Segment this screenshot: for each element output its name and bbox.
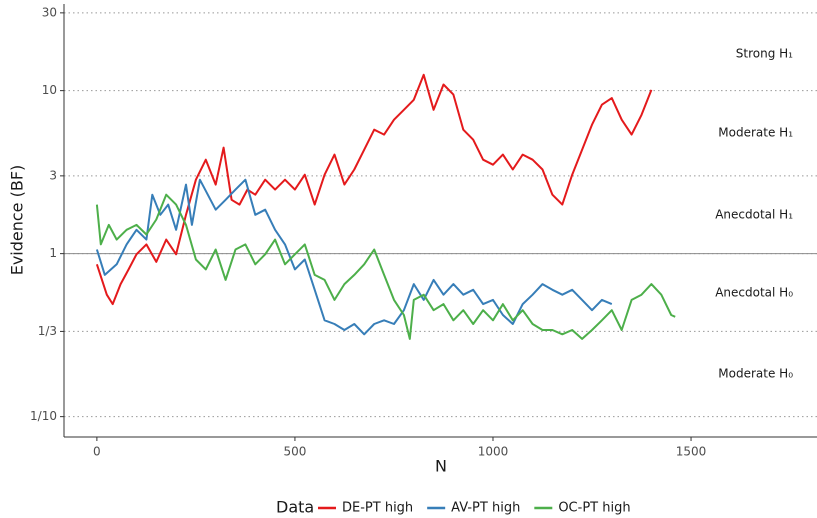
y-tick-label: 30 [42, 5, 57, 19]
legend-title: Data [276, 498, 314, 517]
legend-label: OC-PT high [558, 501, 630, 516]
series-line [95, 73, 653, 306]
x-axis-title: N [435, 457, 447, 476]
y-tick-label: 1 [49, 246, 57, 260]
x-tick-label: 1500 [676, 445, 707, 459]
region-label: Moderate H₁ [718, 126, 793, 140]
series-line [95, 193, 676, 340]
y-tick-label: 3 [49, 168, 57, 182]
series-line [95, 178, 613, 336]
region-label: Strong H₁ [736, 47, 793, 61]
y-axis-title: Evidence (BF) [8, 165, 27, 276]
region-label: Anecdotal H₀ [715, 286, 793, 300]
region-label: Moderate H₀ [718, 367, 793, 381]
y-tick-label: 1/10 [30, 409, 57, 423]
legend-label: AV-PT high [451, 501, 520, 516]
region-label: Anecdotal H₁ [715, 208, 793, 222]
y-tick-label: 10 [42, 83, 57, 97]
x-tick-label: 500 [283, 445, 306, 459]
legend-label: DE-PT high [342, 501, 413, 516]
y-tick-label: 1/3 [38, 324, 57, 338]
x-tick-label: 1000 [478, 445, 509, 459]
x-tick-label: 0 [93, 445, 101, 459]
